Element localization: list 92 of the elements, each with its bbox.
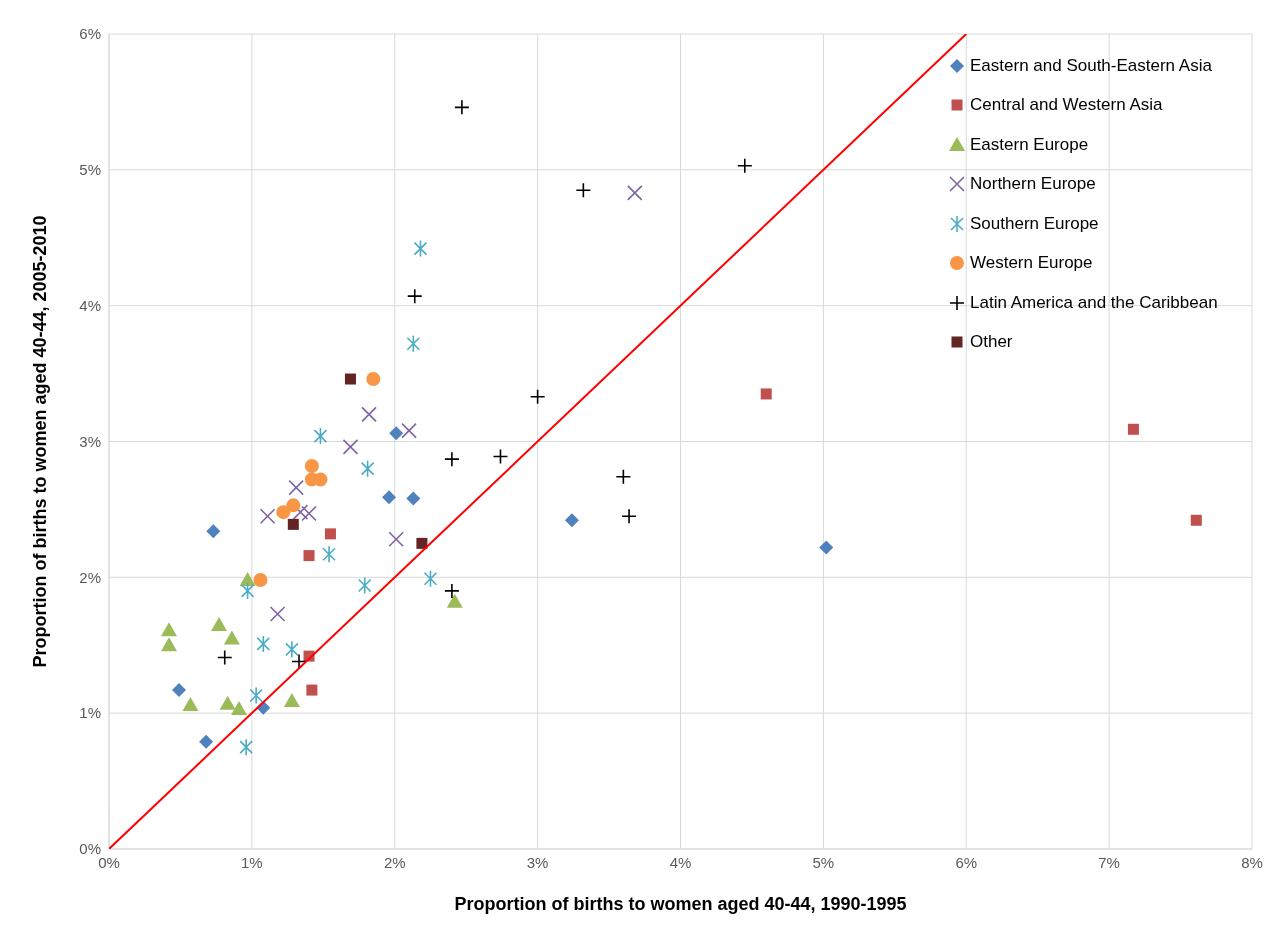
point: [292, 504, 309, 520]
point: [182, 697, 199, 712]
legend-label: Western Europe: [970, 253, 1093, 274]
point: [360, 459, 375, 478]
point: [211, 616, 228, 631]
legend-label: Other: [970, 332, 1013, 353]
y-tick-label: 3%: [79, 432, 101, 450]
point: [388, 531, 404, 548]
point: [269, 606, 286, 622]
point: [172, 683, 187, 698]
legend-label: Latin America and the Caribbean: [970, 292, 1218, 313]
x-tick-label: 5%: [812, 853, 835, 871]
point: [626, 185, 643, 201]
point: [259, 508, 276, 525]
point: [216, 649, 233, 666]
point: [575, 182, 592, 199]
point: [288, 479, 304, 496]
point: [342, 439, 359, 455]
point: [382, 490, 397, 505]
point: [206, 524, 221, 539]
legend-label: Northern Europe: [970, 174, 1096, 195]
point: [291, 653, 307, 670]
point: [313, 427, 328, 445]
point: [286, 498, 301, 513]
point: [285, 640, 299, 659]
point: [529, 388, 546, 405]
point: [256, 635, 271, 653]
point: [819, 540, 834, 555]
y-tick-label: 5%: [79, 161, 101, 179]
point: [444, 451, 460, 467]
y-tick-label: 4%: [79, 296, 101, 314]
point: [283, 692, 300, 707]
point: [324, 528, 336, 540]
x-tick-label: 4%: [669, 853, 692, 871]
x-tick-label: 0%: [98, 853, 120, 871]
point: [253, 573, 268, 588]
point: [401, 422, 417, 439]
point: [454, 99, 470, 116]
point: [239, 738, 253, 756]
point: [406, 288, 423, 304]
point: [239, 572, 256, 587]
x-axis-title: Proportion of births to women aged 40-44, 1990-1995: [454, 894, 907, 914]
x-tick-label: 3%: [526, 853, 549, 871]
point: [492, 448, 509, 465]
point: [276, 505, 291, 520]
y-tick-label: 6%: [79, 25, 101, 43]
point: [736, 157, 753, 174]
point: [322, 545, 336, 564]
legend-label: Eastern Europe: [970, 134, 1089, 155]
y-tick-label: 0%: [79, 840, 101, 858]
point: [223, 630, 240, 645]
point: [413, 239, 428, 258]
y-tick-label: 1%: [79, 704, 101, 722]
point: [1190, 514, 1202, 526]
point: [161, 622, 178, 637]
point: [361, 406, 377, 423]
x-tick-label: 1%: [241, 853, 263, 871]
x-tick-label: 8%: [1241, 853, 1263, 871]
point: [357, 576, 372, 595]
point: [301, 505, 317, 522]
point: [389, 426, 404, 441]
point: [406, 491, 421, 506]
point: [406, 334, 421, 353]
point: [240, 582, 255, 600]
point: [287, 518, 299, 530]
point: [416, 537, 428, 549]
x-tick-label: 2%: [383, 853, 406, 871]
point: [304, 458, 319, 473]
point: [219, 695, 236, 710]
point: [303, 550, 315, 562]
legend-label: Southern Europe: [970, 213, 1099, 234]
x-tick-label: 7%: [1098, 853, 1120, 871]
point: [423, 569, 438, 588]
point: [344, 373, 356, 385]
point: [231, 701, 248, 716]
point: [444, 583, 460, 599]
point: [446, 593, 463, 608]
point: [615, 469, 632, 485]
point: [621, 508, 637, 525]
point: [249, 686, 263, 705]
point: [564, 513, 579, 528]
point: [1127, 423, 1139, 435]
legend-label: Eastern and South-Eastern Asia: [970, 55, 1212, 76]
x-tick-label: 6%: [955, 853, 978, 871]
point: [161, 637, 178, 652]
y-tick-label: 2%: [79, 568, 101, 586]
legend-label: Central and Western Asia: [970, 95, 1163, 116]
y-axis-title: Proportion of births to women aged 40-44, 2005-2010: [30, 215, 51, 668]
point: [760, 388, 772, 400]
point: [366, 372, 381, 387]
point: [306, 684, 318, 696]
point: [199, 734, 214, 749]
